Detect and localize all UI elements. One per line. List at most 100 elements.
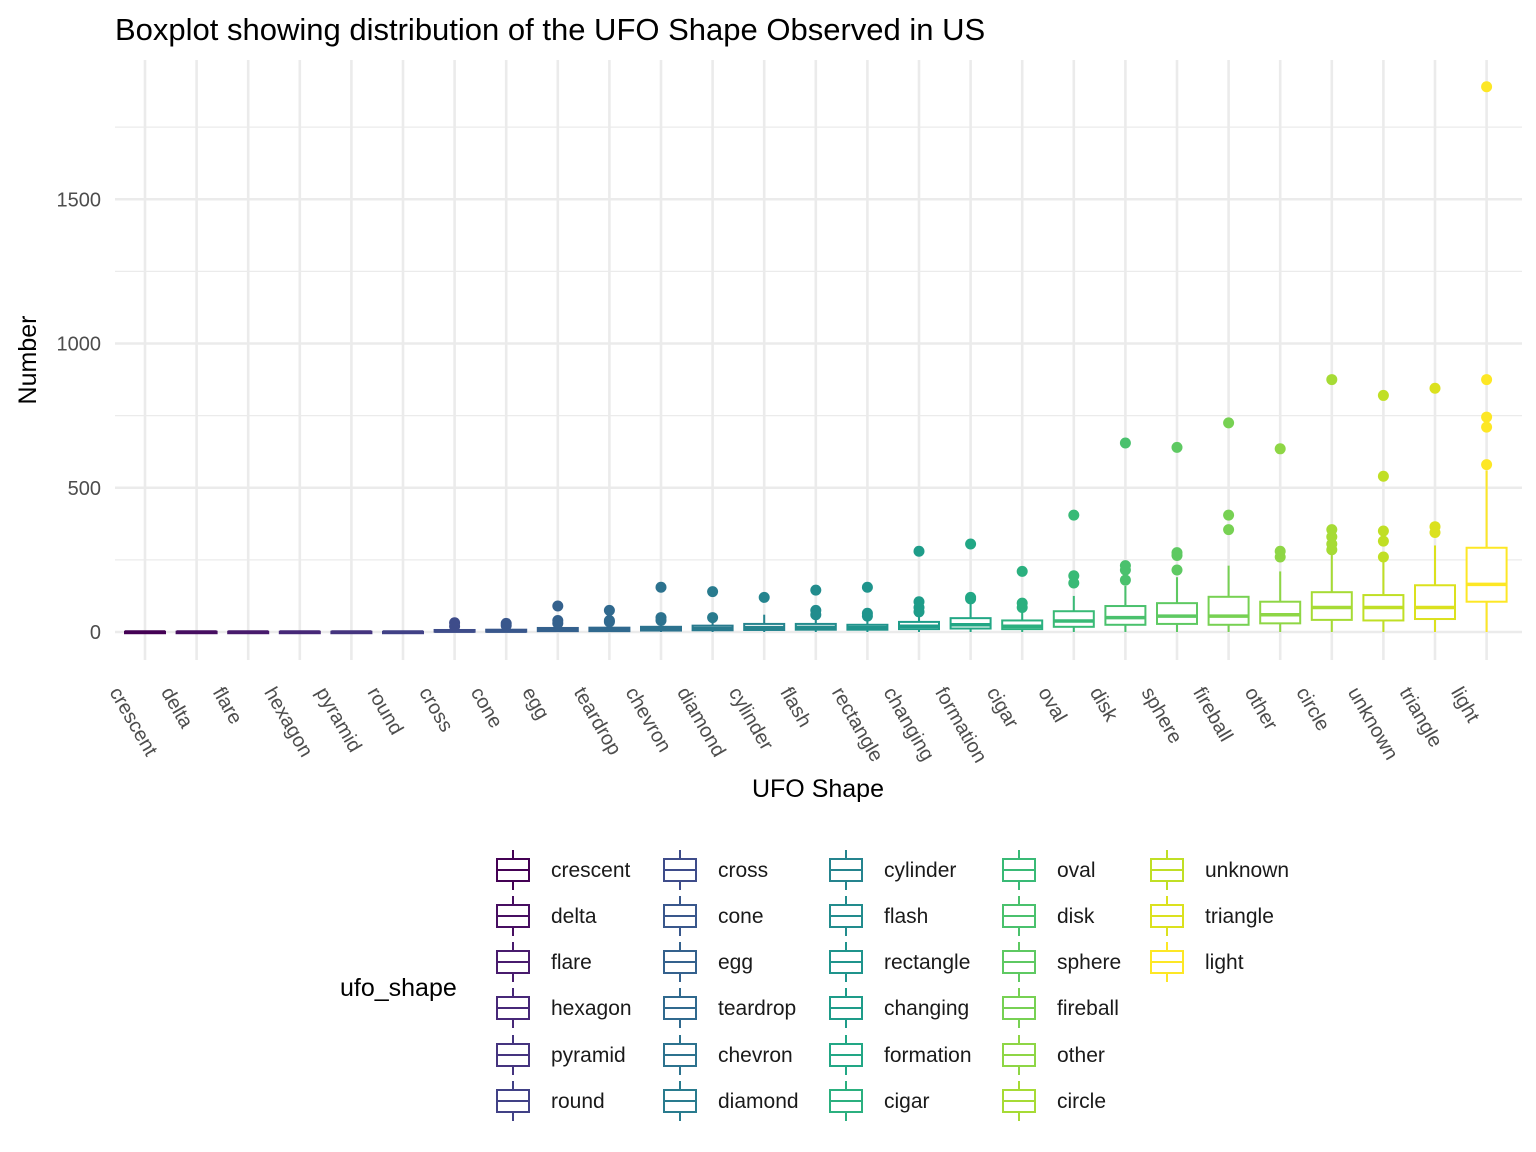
legend-key: [663, 850, 697, 890]
y-tick-label: 1000: [57, 334, 102, 356]
legend-key: [496, 1081, 530, 1121]
legend-key: [829, 1035, 863, 1075]
grid-lines: [115, 60, 1522, 660]
box-disk: [1104, 437, 1147, 632]
legend-label: unknown: [1205, 859, 1289, 882]
legend-label: flare: [551, 951, 592, 974]
outlier-point: [913, 545, 925, 557]
legend-key: [496, 942, 530, 982]
outlier-point: [1016, 597, 1028, 609]
outlier-point: [603, 604, 615, 616]
outlier-point: [1326, 524, 1338, 536]
legend-key: [1002, 988, 1036, 1028]
y-tick-label: 0: [90, 622, 101, 644]
legend-item-oval: oval: [1002, 850, 1096, 890]
outlier-point: [1274, 443, 1286, 455]
box-cross: [433, 617, 476, 633]
x-tick-label: changing: [879, 684, 939, 765]
outlier-point: [1481, 421, 1493, 433]
x-tick-label: flash: [775, 684, 815, 732]
outlier-point: [1377, 551, 1389, 563]
legend-label: pyramid: [551, 1044, 626, 1067]
outlier-point: [1377, 535, 1389, 547]
legend-key: [1150, 896, 1184, 936]
legend-item-chevron: chevron: [663, 1035, 793, 1075]
legend-item-cross: cross: [663, 850, 768, 890]
y-axis-title: Number: [14, 316, 42, 405]
legend-label: circle: [1057, 1090, 1106, 1113]
legend-item-flash: flash: [829, 896, 928, 936]
box-changing: [898, 545, 940, 632]
legend-key: [663, 1035, 697, 1075]
box-cone: [485, 617, 528, 633]
legend-item-teardrop: teardrop: [663, 988, 796, 1028]
legend-label: cigar: [884, 1090, 930, 1113]
legend-label: triangle: [1205, 905, 1274, 928]
box-sphere: [1156, 441, 1198, 632]
outlier-point: [1481, 411, 1493, 423]
box-chevron: [640, 581, 682, 632]
x-tick-label: diamond: [672, 684, 729, 761]
outlier-point: [1171, 441, 1183, 453]
legend-key: [1002, 942, 1036, 982]
legend-item-crescent: crescent: [496, 850, 631, 890]
outlier-point: [707, 612, 719, 624]
legend-key: [663, 896, 697, 936]
outlier-point: [913, 596, 925, 608]
box-flare: [227, 630, 270, 635]
outlier-point: [1223, 524, 1235, 536]
x-tick-label: round: [363, 684, 408, 739]
x-tick-label: cross: [414, 684, 457, 736]
box-diamond: [691, 586, 734, 632]
x-tick-label: fireball: [1188, 684, 1237, 746]
legend-label: flash: [884, 905, 928, 928]
box-crescent: [124, 630, 166, 635]
legend-item-changing: changing: [829, 988, 969, 1028]
legend-item-delta: delta: [496, 896, 597, 936]
x-tick-label: delta: [156, 684, 197, 733]
x-tick-label: other: [1240, 684, 1282, 735]
box-iqr: [1104, 605, 1147, 626]
box-iqr: [1156, 602, 1198, 625]
y-tick-label: 500: [68, 478, 101, 500]
legend-label: oval: [1057, 859, 1096, 882]
box-iqr: [1207, 595, 1250, 626]
legend-label: diamond: [718, 1090, 799, 1113]
box-oval: [1052, 509, 1095, 632]
outlier-point: [1223, 417, 1235, 429]
outlier-point: [1171, 547, 1183, 559]
outlier-point: [1068, 509, 1080, 521]
legend-key: [496, 896, 530, 936]
box-round: [382, 630, 424, 635]
outlier-point: [707, 586, 719, 598]
legend-label: disk: [1057, 905, 1095, 928]
box-circle: [1310, 374, 1353, 632]
outlier-point: [1429, 521, 1441, 533]
x-tick-label: egg: [517, 684, 553, 724]
legend-label: delta: [551, 905, 597, 928]
legend-label: chevron: [718, 1044, 793, 1067]
outlier-point: [655, 581, 667, 593]
legend-item-hexagon: hexagon: [496, 988, 632, 1028]
box-cigar: [1001, 565, 1044, 632]
x-tick-label: disk: [1085, 684, 1122, 727]
legend-label: hexagon: [551, 997, 632, 1020]
legend-key: [829, 896, 863, 936]
box-other: [1259, 443, 1302, 632]
x-tick-label: chevron: [621, 684, 676, 757]
outlier-point: [1223, 509, 1235, 521]
box-light: [1465, 81, 1508, 632]
legend-label: cone: [718, 905, 764, 928]
legend-label: formation: [884, 1044, 972, 1067]
outlier-point: [500, 617, 512, 629]
x-tick-label: hexagon: [259, 684, 316, 761]
legend-label: other: [1057, 1044, 1105, 1067]
outlier-point: [552, 600, 564, 612]
x-tick-label: formation: [930, 684, 991, 767]
legend-item-other: other: [1002, 1035, 1105, 1075]
legend-key: [1002, 1081, 1036, 1121]
legend-label: round: [551, 1090, 605, 1113]
outlier-point: [1119, 574, 1131, 586]
x-tick-label: cylinder: [724, 684, 778, 755]
